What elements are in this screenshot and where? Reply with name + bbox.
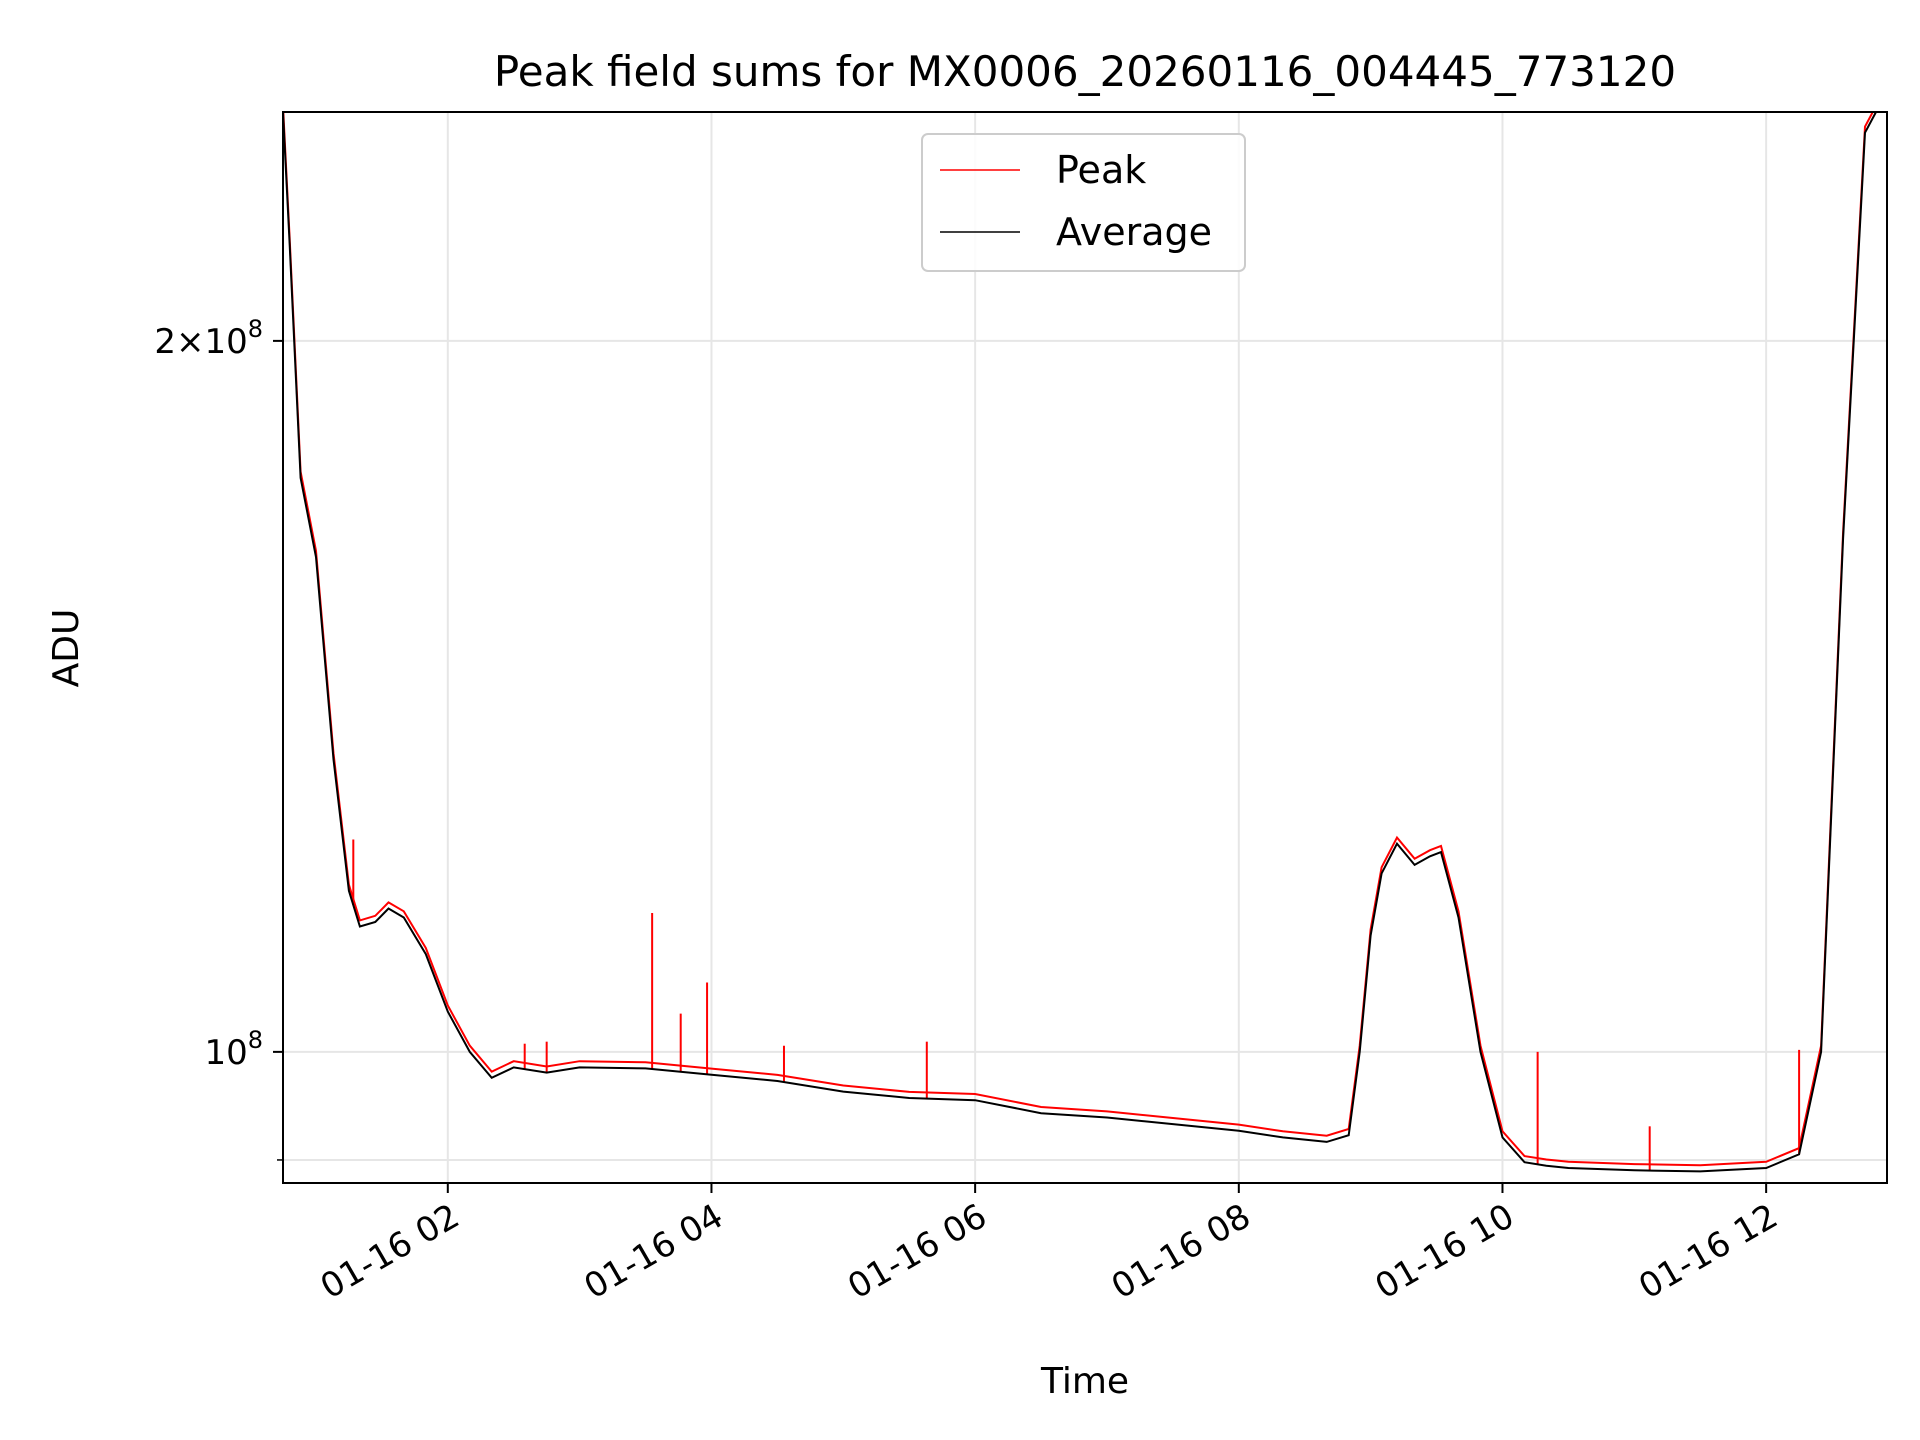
series-peak-line — [283, 112, 1874, 1167]
x-tick-label: 01-16 10 — [1369, 1196, 1521, 1307]
grid — [283, 112, 1887, 1183]
legend-peak-label: Peak — [1056, 148, 1146, 192]
x-tick-label: 01-16 02 — [314, 1196, 466, 1307]
x-tick-label: 01-16 04 — [578, 1196, 730, 1307]
y-tick-label: 108 — [204, 1026, 263, 1073]
x-tick-label: 01-16 12 — [1632, 1196, 1784, 1307]
x-tick-label: 01-16 06 — [841, 1196, 993, 1307]
chart-title: Peak field sums for MX0006_20260116_0044… — [494, 47, 1676, 96]
y-axis-label: ADU — [46, 609, 87, 688]
plot-frame — [282, 111, 1888, 1184]
x-axis-label: Time — [1040, 1361, 1129, 1402]
x-tick-label: 01-16 08 — [1105, 1196, 1257, 1307]
series-average-line — [283, 112, 1877, 1173]
legend: Peak Average — [921, 133, 1246, 272]
x-axis-ticks: 01-16 02 01-16 04 01-16 06 01-16 08 01-16 10… — [314, 1183, 1785, 1307]
y-axis-ticks: 2×108 108 — [154, 315, 283, 1161]
y-tick-label: 2×108 — [154, 315, 263, 362]
legend-average-label: Average — [1056, 210, 1212, 254]
legend-box — [921, 133, 1246, 272]
series-layer — [283, 112, 1877, 1173]
series-group — [283, 112, 1877, 1173]
